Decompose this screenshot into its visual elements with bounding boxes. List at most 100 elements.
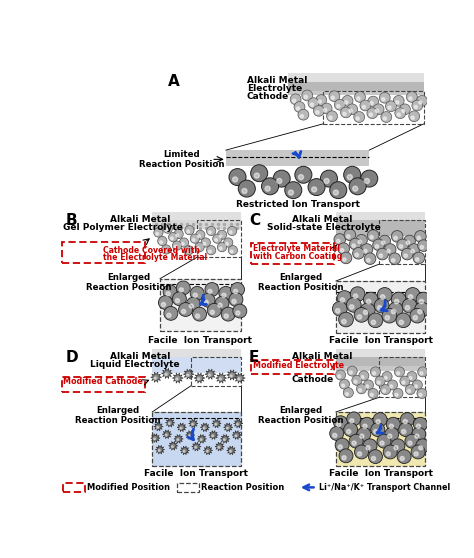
Bar — [63, 483, 85, 492]
Text: Alkali Metal: Alkali Metal — [292, 352, 352, 361]
Bar — [226, 150, 369, 166]
Polygon shape — [189, 419, 198, 428]
Text: Enlarged
Reaction Position: Enlarged Reaction Position — [86, 273, 172, 292]
Polygon shape — [215, 442, 224, 451]
Circle shape — [415, 230, 426, 242]
Circle shape — [238, 180, 255, 197]
Bar — [336, 357, 425, 367]
Circle shape — [418, 240, 429, 251]
Bar — [288, 91, 423, 95]
Circle shape — [377, 306, 382, 310]
Circle shape — [415, 302, 429, 317]
Circle shape — [373, 104, 384, 115]
Circle shape — [169, 233, 178, 242]
Circle shape — [251, 165, 268, 182]
Circle shape — [334, 416, 347, 430]
Text: Alkali Metal: Alkali Metal — [247, 76, 307, 85]
Circle shape — [186, 250, 189, 253]
Circle shape — [404, 235, 415, 247]
Circle shape — [171, 237, 173, 240]
Circle shape — [384, 244, 396, 255]
Circle shape — [182, 242, 184, 245]
Circle shape — [230, 375, 232, 377]
Circle shape — [224, 314, 228, 318]
Circle shape — [396, 313, 410, 328]
Circle shape — [347, 175, 352, 180]
Circle shape — [381, 295, 385, 299]
Circle shape — [406, 241, 410, 244]
Circle shape — [366, 299, 371, 304]
Circle shape — [350, 287, 365, 301]
Circle shape — [405, 384, 415, 395]
Circle shape — [367, 108, 378, 118]
Circle shape — [368, 96, 379, 107]
Polygon shape — [165, 418, 175, 427]
Circle shape — [352, 244, 356, 247]
Circle shape — [208, 374, 210, 377]
Circle shape — [229, 450, 231, 453]
Circle shape — [400, 413, 414, 426]
Circle shape — [381, 384, 391, 395]
Bar — [177, 483, 199, 492]
Circle shape — [360, 303, 375, 318]
Text: C: C — [249, 213, 260, 228]
Bar — [251, 360, 334, 374]
Circle shape — [346, 235, 350, 238]
Circle shape — [346, 393, 348, 396]
Circle shape — [342, 319, 346, 324]
Circle shape — [360, 100, 371, 111]
Text: Facile  Ion Transport: Facile Ion Transport — [329, 336, 433, 345]
Circle shape — [205, 282, 219, 296]
Circle shape — [377, 287, 392, 302]
Circle shape — [346, 297, 361, 312]
Circle shape — [188, 435, 191, 437]
Circle shape — [218, 446, 220, 449]
Circle shape — [198, 235, 201, 238]
Circle shape — [364, 292, 378, 307]
Circle shape — [338, 312, 353, 327]
Circle shape — [308, 179, 325, 195]
Circle shape — [337, 375, 341, 378]
Circle shape — [165, 229, 168, 232]
Circle shape — [384, 377, 387, 379]
Circle shape — [232, 299, 236, 304]
Circle shape — [342, 456, 346, 460]
Circle shape — [174, 246, 177, 248]
Circle shape — [411, 116, 414, 119]
Bar — [336, 220, 425, 235]
Circle shape — [385, 315, 390, 320]
Circle shape — [210, 310, 214, 314]
Polygon shape — [154, 422, 163, 431]
Circle shape — [372, 456, 375, 460]
Polygon shape — [232, 431, 241, 439]
Circle shape — [228, 227, 237, 235]
Circle shape — [346, 430, 351, 434]
Circle shape — [381, 112, 392, 122]
Circle shape — [364, 249, 367, 253]
Circle shape — [392, 230, 403, 242]
Circle shape — [349, 178, 366, 195]
Circle shape — [409, 377, 412, 379]
Circle shape — [316, 110, 319, 114]
Circle shape — [347, 104, 357, 115]
Circle shape — [324, 179, 329, 184]
Circle shape — [362, 105, 365, 109]
Circle shape — [254, 173, 259, 178]
Circle shape — [361, 170, 378, 187]
Circle shape — [154, 438, 155, 440]
Bar — [197, 220, 241, 257]
Circle shape — [373, 372, 375, 375]
Circle shape — [209, 250, 211, 253]
Circle shape — [407, 372, 417, 382]
Circle shape — [387, 380, 398, 390]
Circle shape — [213, 234, 222, 243]
Circle shape — [409, 295, 413, 299]
Bar — [336, 412, 425, 420]
Circle shape — [399, 245, 403, 248]
Circle shape — [411, 445, 425, 459]
Circle shape — [185, 225, 194, 235]
Circle shape — [207, 304, 221, 317]
Text: Solid-state Electrolyte: Solid-state Electrolyte — [267, 223, 381, 232]
Text: Li⁺/Na⁺/K⁺ Transport Channel: Li⁺/Na⁺/K⁺ Transport Channel — [319, 483, 450, 492]
Polygon shape — [155, 445, 164, 454]
